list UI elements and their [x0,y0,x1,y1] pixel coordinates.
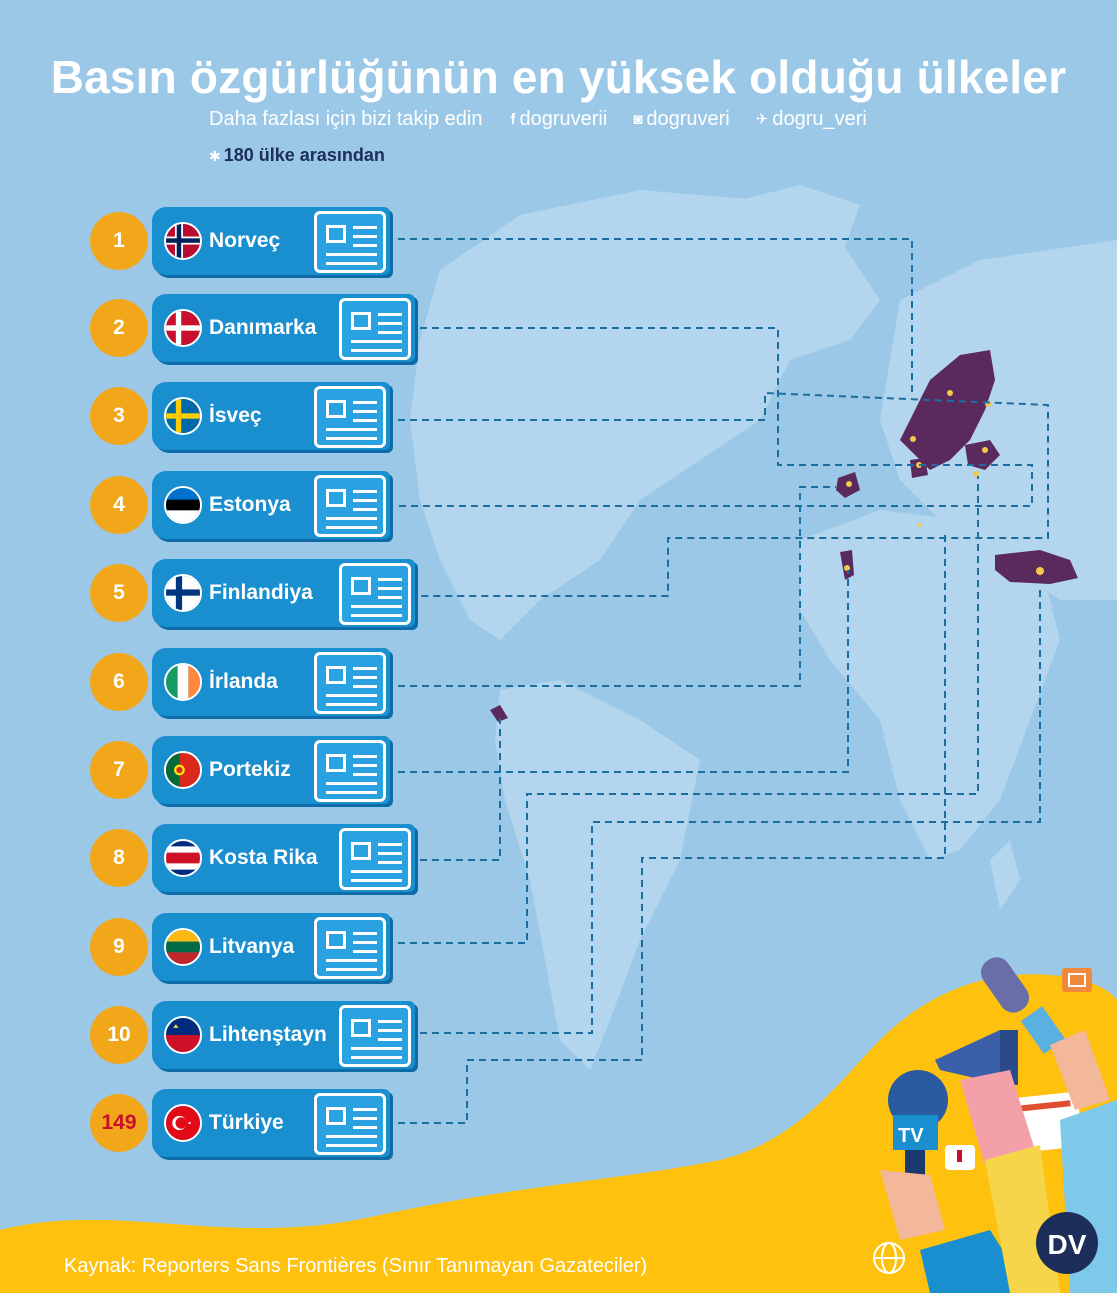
country-pill: Portekiz [152,736,390,804]
denmark-flag-icon [164,309,202,347]
country-row: 10 Lihtenştayn [90,1001,420,1071]
rank-badge: 4 [90,476,148,534]
portugal-flag-icon [164,751,202,789]
newspaper-icon [314,740,386,802]
country-row: 9 Litvanya [90,913,420,983]
country-pill: Danımarka [152,294,415,362]
newspaper-icon [339,563,411,625]
country-row: 2 Danımarka [90,294,420,364]
country-row: 5 Finlandiya [90,559,420,629]
country-name: Lihtenştayn [209,1023,327,1046]
asterisk-icon: ✱ [209,148,221,164]
country-pill: İrlanda [152,648,390,716]
norway-flag-icon [164,222,202,260]
instagram-icon: ◙ [633,110,643,128]
twitter-icon: ✈ [755,111,769,128]
country-row: 6 İrlanda [90,648,420,718]
country-row: 1 Norveç [90,207,420,277]
country-pill: Lihtenştayn [152,1001,415,1069]
tv-label: TV [898,1125,924,1147]
country-pill: Türkiye [152,1089,390,1157]
country-name: İsveç [209,404,262,427]
rank-badge: 2 [90,299,148,357]
twitter-handle: dogru_veri [772,107,867,130]
rank-badge: 6 [90,653,148,711]
rank-badge: 7 [90,741,148,799]
country-name: Norveç [209,229,281,252]
twitter-link[interactable]: ✈ dogru_veri [756,108,867,131]
lithuania-flag-icon [164,928,202,966]
finland-flag-icon [164,574,202,612]
logo-text: DV [1048,1229,1087,1260]
newspaper-icon [339,828,411,890]
facebook-icon: f [510,110,516,128]
newspaper-icon [314,917,386,979]
rank-badge: 10 [90,1006,148,1064]
connector-lines [398,238,1049,1124]
rank-badge: 1 [90,212,148,270]
ireland-flag-icon [164,663,202,701]
estonia-flag-icon [164,486,202,524]
country-row: 149 Türkiye [90,1089,420,1159]
newspaper-icon [314,386,386,448]
microphone-icon [981,957,1066,1054]
newspaper-icon [339,298,411,360]
country-name: Danımarka [209,316,317,339]
newspaper-icon [339,1005,411,1067]
turkey-flag-icon [164,1104,202,1142]
country-name: Türkiye [209,1111,284,1134]
footnote: ✱ 180 ülke arasından [209,145,385,166]
country-row: 4 Estonya [90,471,420,541]
country-pill: Estonya [152,471,390,539]
follow-text: Daha fazlası için bizi takip edin [209,107,483,130]
facebook-handle: dogruverii [519,107,608,130]
country-pill: Litvanya [152,913,390,981]
country-pill: İsveç [152,382,390,450]
rank-badge: 5 [90,564,148,622]
instagram-handle: dogruveri [646,107,730,130]
footnote-text: 180 ülke arasından [223,145,385,165]
newspaper-icon [314,211,386,273]
country-name: Kosta Rika [209,846,318,869]
source-credit: Kaynak: Reporters Sans Frontières (Sınır… [64,1255,648,1277]
country-name: Portekiz [209,758,291,781]
country-pill: Norveç [152,207,390,275]
country-name: Estonya [209,493,291,516]
country-name: İrlanda [209,670,278,693]
country-name: Finlandiya [209,581,313,604]
sweden-flag-icon [164,397,202,435]
newspaper-icon [314,652,386,714]
follow-bar: Daha fazlası için bizi takip edin f dogr… [209,106,893,132]
country-row: 7 Portekiz [90,736,420,806]
country-name: Litvanya [209,935,295,958]
rank-badge: 8 [90,829,148,887]
country-row: 8 Kosta Rika [90,824,420,894]
liechtenstein-flag-icon [164,1016,202,1054]
country-pill: Finlandiya [152,559,415,627]
newspaper-icon [314,1093,386,1155]
rank-badge: 3 [90,387,148,445]
rank-badge: 149 [90,1094,148,1152]
rank-badge: 9 [90,918,148,976]
instagram-link[interactable]: ◙ dogruveri [633,108,729,131]
page-title: Basın özgürlüğünün en yüksek olduğu ülke… [50,51,1067,103]
logo-circle [1036,1212,1098,1274]
facebook-link[interactable]: f dogruverii [510,108,607,131]
country-pill: Kosta Rika [152,824,415,892]
globe-icon [873,1242,905,1274]
newspaper-icon [314,475,386,537]
country-row: 3 İsveç [90,382,420,452]
costa-rica-flag-icon [164,839,202,877]
